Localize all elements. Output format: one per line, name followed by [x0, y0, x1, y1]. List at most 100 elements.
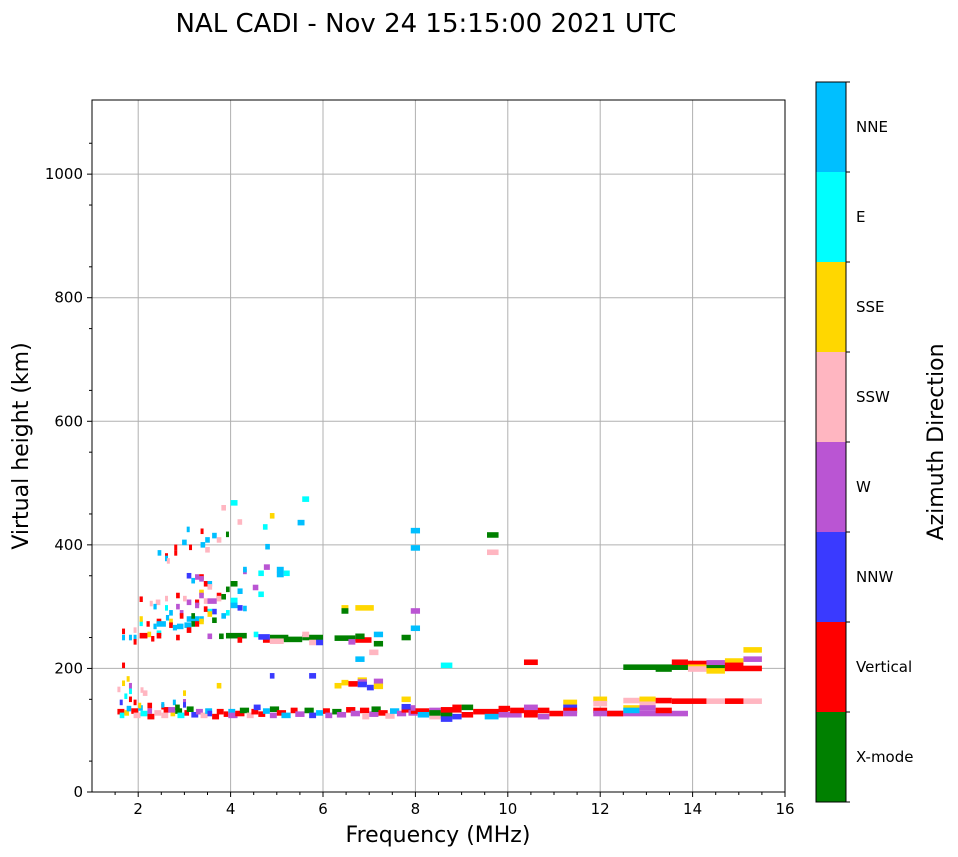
echo-point-X	[269, 634, 289, 641]
echo-point-Q	[276, 566, 284, 573]
echo-point-V	[147, 713, 155, 720]
echo-point-V	[235, 710, 245, 717]
echo-point-N	[401, 703, 411, 710]
echo-point-Y	[139, 616, 143, 622]
echo-point-N	[309, 673, 317, 679]
echo-point-Q	[243, 566, 247, 573]
echo-point-X	[332, 708, 342, 715]
echo-point-S	[164, 595, 168, 602]
y-tick-label: 200	[54, 659, 83, 677]
echo-point-X	[487, 532, 499, 538]
echo-point-Q	[165, 614, 170, 621]
echo-point-Q	[169, 610, 173, 616]
colorbar-label-item: SSW	[856, 388, 890, 406]
echo-point-V	[258, 711, 266, 717]
echo-point-E	[140, 710, 148, 717]
echo-point-V	[655, 697, 672, 704]
y-axis-label: Virtual height (km)	[9, 342, 34, 549]
echo-point-S	[200, 712, 208, 719]
echo-point-W	[128, 682, 132, 689]
echo-point-E	[258, 570, 264, 577]
echo-point-V	[216, 708, 224, 715]
echo-point-X	[225, 632, 247, 639]
echo-point-Y	[199, 589, 204, 596]
echo-point-V	[510, 707, 550, 714]
colorbar-swatch	[816, 352, 846, 442]
echo-point-V	[174, 550, 178, 556]
echo-point-X	[401, 634, 411, 641]
echo-point-V	[251, 708, 259, 715]
echo-point-Q	[207, 581, 213, 587]
echo-point-Q	[417, 711, 430, 718]
echo-point-W	[498, 711, 522, 718]
echo-point-E	[230, 500, 238, 506]
echo-point-V	[323, 708, 330, 714]
echo-point-V	[176, 592, 180, 599]
echo-point-V	[724, 662, 744, 669]
colorbar-frame	[815, 81, 847, 803]
echo-point-V	[724, 665, 762, 672]
echo-point-Q	[205, 537, 210, 543]
echo-point-S	[142, 690, 148, 696]
echo-point-W	[183, 699, 187, 705]
echo-point-V	[401, 707, 411, 713]
echo-point-V	[117, 708, 125, 715]
echo-point-Q	[484, 713, 499, 720]
echo-point-Y	[122, 680, 126, 687]
echo-point-N	[186, 572, 192, 579]
colorbar-swatch	[816, 442, 846, 532]
echo-point-Q	[186, 526, 190, 533]
colorbar: X-mode Vertical NNW W SSW SSE E NNE	[815, 81, 913, 803]
echo-point-V	[189, 544, 193, 551]
echo-point-W	[396, 710, 407, 717]
echo-point-X	[341, 608, 349, 614]
echo-point-E	[124, 693, 128, 700]
echo-point-X	[461, 704, 474, 711]
echo-point-Y	[334, 682, 342, 689]
x-tick-label: 16	[775, 800, 794, 818]
echo-point-X	[371, 706, 381, 712]
echo-point-N	[237, 605, 243, 611]
echo-point-W	[186, 599, 192, 606]
echo-point-E	[262, 524, 268, 530]
echo-point-V	[147, 702, 153, 709]
echo-point-S	[429, 713, 441, 720]
echo-point-N	[316, 639, 323, 646]
x-tick-label: 2	[133, 800, 143, 818]
echo-point-W	[295, 711, 305, 717]
echo-point-X	[191, 613, 196, 619]
echo-point-V	[163, 707, 171, 713]
echo-point-X	[283, 636, 303, 643]
echo-point-S	[207, 584, 213, 590]
echo-point-V	[563, 707, 578, 714]
colorbar-label-item: Vertical	[856, 658, 912, 676]
echo-point-X	[355, 633, 365, 640]
x-axis-label: Frequency (MHz)	[346, 823, 531, 848]
echo-point-V	[655, 707, 672, 714]
echo-point-Q	[122, 634, 126, 641]
echo-point-Y	[341, 679, 349, 686]
echo-point-V	[440, 707, 462, 713]
echo-point-S	[246, 712, 254, 719]
echo-point-S	[302, 631, 310, 638]
echo-point-W	[199, 592, 204, 599]
echo-point-Y	[207, 611, 213, 617]
echo-point-Q	[228, 708, 236, 715]
echo-point-E	[283, 570, 290, 577]
chart-title: NAL CADI - Nov 24 15:15:00 2021 UTC	[176, 9, 677, 39]
echo-point-V	[184, 710, 190, 716]
echo-point-W	[537, 713, 550, 720]
echo-point-V	[133, 699, 137, 706]
echo-point-S	[203, 598, 208, 604]
echo-point-Q	[157, 550, 162, 556]
echo-point-Y	[269, 513, 275, 519]
echo-point-Y	[706, 668, 725, 674]
echo-point-S	[724, 698, 762, 704]
echo-point-S	[161, 712, 169, 719]
echo-point-V	[607, 710, 624, 717]
echo-point-Q	[164, 555, 168, 562]
echo-point-Q	[355, 656, 365, 662]
echo-point-V	[176, 634, 180, 641]
